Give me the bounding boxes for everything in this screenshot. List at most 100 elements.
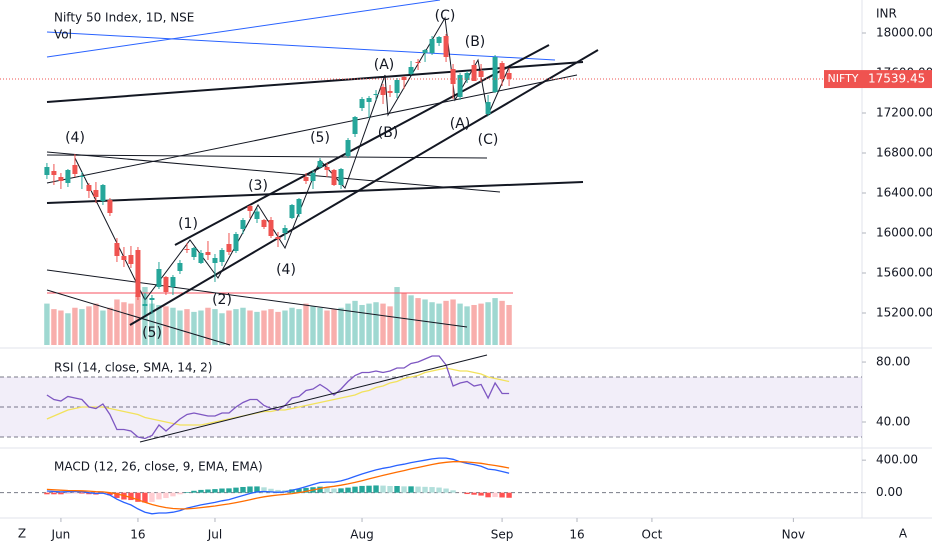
macd-title: MACD (12, 26, close, 9, EMA, EMA) xyxy=(54,460,263,474)
volume-bar xyxy=(282,310,288,345)
histogram-bar xyxy=(184,492,190,493)
auto-scale-button[interactable]: A xyxy=(899,527,908,541)
candle-body xyxy=(268,220,274,236)
candle-body xyxy=(247,206,253,211)
volume-bar xyxy=(345,303,351,345)
candle-body xyxy=(394,80,400,93)
volume-bar xyxy=(394,287,400,345)
volume-bar xyxy=(247,310,253,345)
histogram-bar xyxy=(135,492,141,502)
histogram-bar xyxy=(408,486,414,493)
candle-body xyxy=(100,185,106,201)
histogram-bar xyxy=(450,490,456,493)
histogram-bar xyxy=(436,487,442,493)
histogram-bar xyxy=(394,486,400,493)
candle-body xyxy=(184,249,190,250)
candle-body xyxy=(401,77,407,80)
candle-body xyxy=(506,73,512,80)
histogram-bar xyxy=(499,492,505,498)
volume-bar xyxy=(240,307,246,345)
candle-body xyxy=(387,91,393,93)
volume-bar xyxy=(254,311,260,345)
histogram-bar xyxy=(79,492,85,494)
y-tick-label: 15200.00 xyxy=(876,306,932,320)
candle-body xyxy=(324,167,330,170)
histogram-bar xyxy=(205,489,211,493)
histogram-bar xyxy=(422,486,428,493)
histogram-bar xyxy=(72,492,78,494)
candle-body xyxy=(359,99,365,108)
wave-label: (C) xyxy=(478,132,499,148)
volume-bar xyxy=(86,306,92,345)
candle-body xyxy=(366,98,372,102)
volume-bar xyxy=(226,310,232,345)
volume-bar xyxy=(156,304,162,345)
histogram-bar xyxy=(44,492,50,495)
candle-body xyxy=(254,211,260,219)
histogram-bar xyxy=(268,488,274,493)
histogram-bar xyxy=(51,492,57,495)
histogram-bar xyxy=(317,486,323,493)
volume-bar xyxy=(450,299,456,345)
currency: INR xyxy=(876,7,897,21)
candle-body xyxy=(317,161,323,167)
histogram-bar xyxy=(359,485,365,493)
histogram-bar xyxy=(352,486,358,493)
volume-bar xyxy=(268,309,274,345)
candle-body xyxy=(79,176,85,177)
wave-label: (2) xyxy=(212,292,232,308)
chart-title: Nifty 50 Index, 1D, NSE xyxy=(54,11,194,25)
volume-bar xyxy=(387,306,393,345)
volume-bar xyxy=(65,313,71,345)
volume-bar xyxy=(492,298,498,345)
wave-label: (C) xyxy=(435,8,456,24)
histogram-bar xyxy=(261,487,267,493)
volume-bar xyxy=(436,303,442,345)
histogram-bar xyxy=(492,492,498,498)
volume-bar xyxy=(261,310,267,345)
candle-body xyxy=(303,177,309,181)
candle-body xyxy=(163,277,169,292)
volume-bar xyxy=(107,307,113,345)
histogram-bar xyxy=(107,492,113,496)
candle-body xyxy=(338,169,344,185)
wave-label: (A) xyxy=(374,57,395,73)
trend-line xyxy=(46,74,578,184)
trend-line xyxy=(139,354,488,443)
histogram-bar xyxy=(380,485,386,493)
price-box xyxy=(862,70,932,89)
zoom-button[interactable]: Z xyxy=(18,527,26,541)
histogram-bar xyxy=(177,492,183,495)
candle-body xyxy=(485,102,491,114)
candle-body xyxy=(478,71,484,77)
candle-body xyxy=(380,87,386,95)
candle-body xyxy=(128,255,134,264)
wave-label: (4) xyxy=(65,130,85,146)
trend-line xyxy=(46,181,584,204)
candle-body xyxy=(373,94,379,95)
candle-body xyxy=(282,228,288,233)
histogram-bar xyxy=(443,488,449,493)
volume-bar xyxy=(72,307,78,345)
volume-bar xyxy=(464,306,470,345)
histogram-bar xyxy=(212,489,218,493)
symbol-label: NIFTY xyxy=(827,72,858,85)
volume-bar xyxy=(352,300,358,345)
trend-line xyxy=(46,269,468,328)
candle-body xyxy=(471,65,477,81)
histogram-bar xyxy=(429,487,435,493)
candle-body xyxy=(443,36,449,57)
indicator-line xyxy=(46,457,510,515)
volume-bar xyxy=(303,303,309,345)
volume-legend: Vol xyxy=(54,28,72,42)
volume-bar xyxy=(93,303,99,345)
histogram-bar xyxy=(254,486,260,493)
histogram-bar xyxy=(86,492,92,495)
histogram-bar xyxy=(233,487,239,493)
candle-body xyxy=(156,269,162,287)
y-tick-label: 17200.00 xyxy=(876,106,932,120)
histogram-bar xyxy=(149,492,155,502)
histogram-bar xyxy=(219,488,225,493)
y-tick-label: 16800.00 xyxy=(876,146,932,160)
